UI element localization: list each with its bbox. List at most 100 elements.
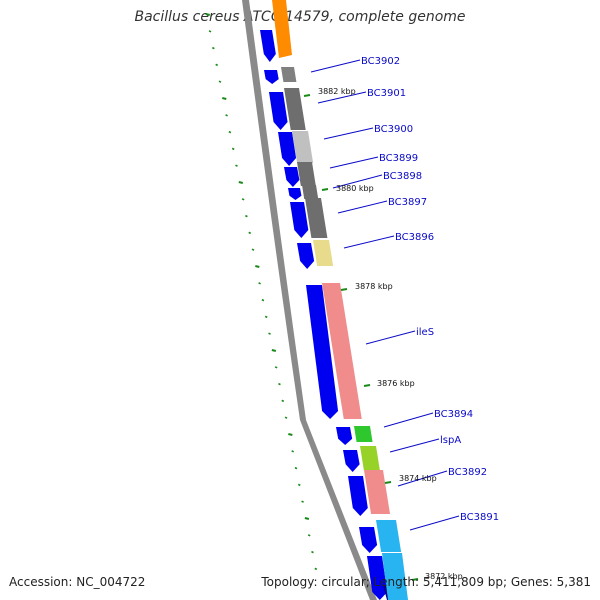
label-leader-line: [383, 412, 434, 428]
gene-block-bc3892: [364, 470, 391, 514]
label-leader-line: [332, 174, 383, 189]
annotated-features: [281, 67, 408, 600]
label-leader-line: [323, 127, 374, 140]
tick-mark: [248, 231, 252, 235]
tick-mark: [225, 114, 228, 117]
label-leader-line: [317, 91, 367, 104]
label-leader-line: [409, 515, 460, 531]
gene-block-iles: [322, 283, 362, 419]
tick-mark: [241, 198, 245, 201]
tick-mark: [245, 214, 248, 218]
tick-mark: [288, 433, 293, 436]
forward-gene-fragment: [272, 0, 292, 58]
forward-gene-arrow: [278, 132, 297, 166]
forward-gene-arrow: [348, 476, 368, 516]
tick-mark: [284, 416, 288, 419]
gene-block-lspa: [360, 446, 380, 470]
kbp-tick: [321, 188, 329, 191]
kbp-position-label: 3874 kbp: [399, 474, 437, 483]
tick-mark: [215, 63, 219, 67]
gene-label-bc3900[interactable]: BC3900: [374, 124, 413, 135]
tick-mark: [261, 298, 265, 302]
kbp-labels: 3882 kbp 3880 kbp 3878 kbp 3876 kbp 3874 kbp…: [303, 87, 463, 581]
gene-labels: BC3902 BC3901 BC3900 BC3899 BC3898 BC3897 BC38…: [310, 56, 499, 531]
tick-mark: [251, 248, 255, 251]
kbp-position-label: 3878 kbp: [355, 282, 393, 291]
label-leader-line: [337, 200, 388, 214]
gene-label-bc3896[interactable]: BC3896: [395, 232, 434, 243]
gene-block-bc3897: [305, 198, 328, 238]
label-leader-line: [389, 438, 440, 453]
tick-mark: [301, 500, 304, 503]
gene-label-bc3901[interactable]: BC3901: [367, 88, 406, 99]
tick-mark: [294, 466, 298, 470]
forward-gene-arrow: [297, 243, 315, 269]
tick-mark: [291, 450, 295, 453]
forward-gene-arrow: [343, 450, 360, 472]
tick-mark: [235, 164, 238, 167]
gene-block-bc3896: [313, 240, 334, 266]
gene-block: [382, 553, 408, 600]
forward-gene-arrow: [288, 188, 302, 200]
gene-block-bc3902: [281, 67, 297, 82]
gene-label-iles[interactable]: ileS: [416, 327, 434, 338]
kbp-tick: [340, 288, 348, 291]
tick-mark: [271, 349, 277, 352]
tick-mark: [228, 130, 232, 134]
forward-gene-arrow: [336, 427, 353, 445]
gene-label-bc3902[interactable]: BC3902: [361, 56, 400, 67]
label-leader-line: [310, 59, 361, 73]
gene-block-bc3898: [302, 185, 319, 199]
kbp-position-label: 3872 kbp: [425, 572, 463, 581]
tick-mark: [258, 282, 261, 285]
kbp-tick: [303, 94, 311, 97]
forward-gene-arrow: [260, 30, 276, 62]
label-leader-line: [329, 156, 379, 169]
tick-mark: [278, 382, 281, 386]
tick-mark: [231, 147, 235, 151]
forward-gene-arrow: [290, 202, 309, 238]
gene-block-bc3899: [297, 162, 316, 186]
tick-mark: [205, 13, 210, 16]
forward-gene-arrow: [264, 70, 279, 84]
tick-mark: [307, 534, 311, 537]
tick-mark: [268, 332, 271, 335]
tick-mark: [311, 550, 314, 554]
tick-marks: [205, 13, 318, 571]
tick-mark: [297, 483, 301, 487]
kbp-position-label: 3882 kbp: [318, 87, 356, 96]
gene-label-bc3897[interactable]: BC3897: [388, 197, 427, 208]
accession-text: Accession: NC_004722: [9, 575, 146, 589]
gene-label-bc3894[interactable]: BC3894: [434, 409, 473, 420]
kbp-tick: [411, 578, 419, 581]
map-title: Bacillus cereus ATCC 14579, complete gen…: [134, 9, 466, 25]
genome-backbone: [242, 0, 377, 600]
gene-label-bc3891[interactable]: BC3891: [460, 512, 499, 523]
tick-mark: [255, 265, 260, 268]
tick-mark: [281, 399, 285, 403]
kbp-position-label: 3876 kbp: [377, 379, 415, 388]
gene-block-bc3901: [284, 88, 306, 130]
tick-mark: [238, 181, 244, 184]
tick-mark: [222, 97, 227, 100]
gene-block-bc3900: [292, 131, 314, 163]
gene-block-bc3891: [376, 520, 402, 552]
gene-block-bc3894: [354, 426, 373, 442]
forward-gene-arrow: [306, 285, 339, 419]
kbp-position-label: 3880 kbp: [336, 184, 374, 193]
gene-label-lspa[interactable]: lspA: [440, 435, 461, 446]
gene-label-bc3892[interactable]: BC3892: [448, 467, 487, 478]
label-leader-line: [397, 470, 448, 487]
tick-mark: [212, 46, 215, 50]
forward-gene-arrow: [359, 527, 378, 553]
label-leader-line: [365, 330, 416, 345]
tick-mark: [264, 315, 268, 319]
kbp-tick: [363, 384, 371, 387]
tick-mark: [304, 517, 310, 520]
forward-gene-arrow: [367, 556, 388, 600]
gene-label-bc3899[interactable]: BC3899: [379, 153, 418, 164]
forward-gene-arrow: [284, 167, 300, 187]
gene-label-bc3898[interactable]: BC3898: [383, 171, 422, 182]
kbp-tick: [384, 481, 392, 484]
